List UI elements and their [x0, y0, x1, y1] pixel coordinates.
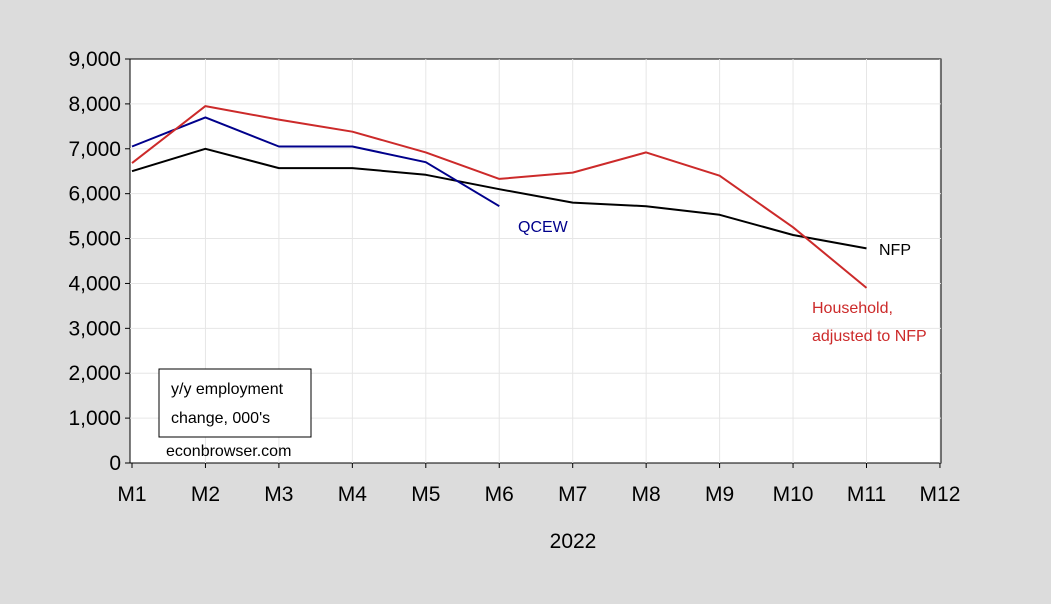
x-tick-label: M2 [191, 483, 220, 506]
y-tick-label: 8,000 [68, 93, 121, 116]
gridlines [130, 59, 941, 463]
series-line-household [131, 105, 868, 289]
annotation-line-2: change, 000's [171, 410, 270, 427]
y-tick-label: 4,000 [68, 272, 121, 295]
y-tick-label: 0 [109, 452, 121, 475]
y-tick-label: 9,000 [68, 48, 121, 71]
x-tick-label: M6 [485, 483, 514, 506]
y-tick-label: 3,000 [68, 317, 121, 340]
annotation-box: y/y employment change, 000's [158, 368, 312, 438]
series-labels: QCEW NFP Household, adjusted to NFP [518, 219, 927, 345]
y-tick-label: 7,000 [68, 138, 121, 161]
x-tick-label: M5 [411, 483, 440, 506]
source-footer: econbrowser.com [166, 443, 291, 460]
x-tick-label: M4 [338, 483, 367, 506]
series-label-household-line2: adjusted to NFP [812, 328, 927, 345]
series-label-household-line1: Household, [812, 300, 893, 317]
x-tick-label: M9 [705, 483, 734, 506]
x-tick-label: M11 [847, 483, 886, 506]
x-tick-label: M8 [632, 483, 661, 506]
y-tick-label: 6,000 [68, 183, 121, 206]
series-lines [131, 105, 868, 289]
annotation-line-1: y/y employment [171, 381, 284, 398]
series-label-qcew: QCEW [518, 219, 569, 236]
x-tick-label: M3 [264, 483, 293, 506]
y-tick-label: 1,000 [68, 407, 121, 430]
x-tick-label: M12 [920, 483, 961, 506]
x-axis-label: 2022 [550, 530, 597, 553]
x-axis: M1 M2 M3 M4 M5 M6 M7 M8 M9 M10 M11 M12 [117, 463, 960, 506]
series-line-nfp [131, 147, 867, 250]
series-line-qcew [131, 116, 500, 208]
y-axis: 0 1,000 2,000 3,000 4,000 5,000 6,000 7,000 8,00… [68, 48, 130, 475]
x-tick-label: M10 [773, 483, 814, 506]
y-tick-label: 2,000 [68, 362, 121, 385]
y-tick-label: 5,000 [68, 228, 121, 251]
series-label-nfp: NFP [879, 242, 911, 259]
x-tick-label: M7 [558, 483, 587, 506]
x-tick-label: M1 [117, 483, 146, 506]
